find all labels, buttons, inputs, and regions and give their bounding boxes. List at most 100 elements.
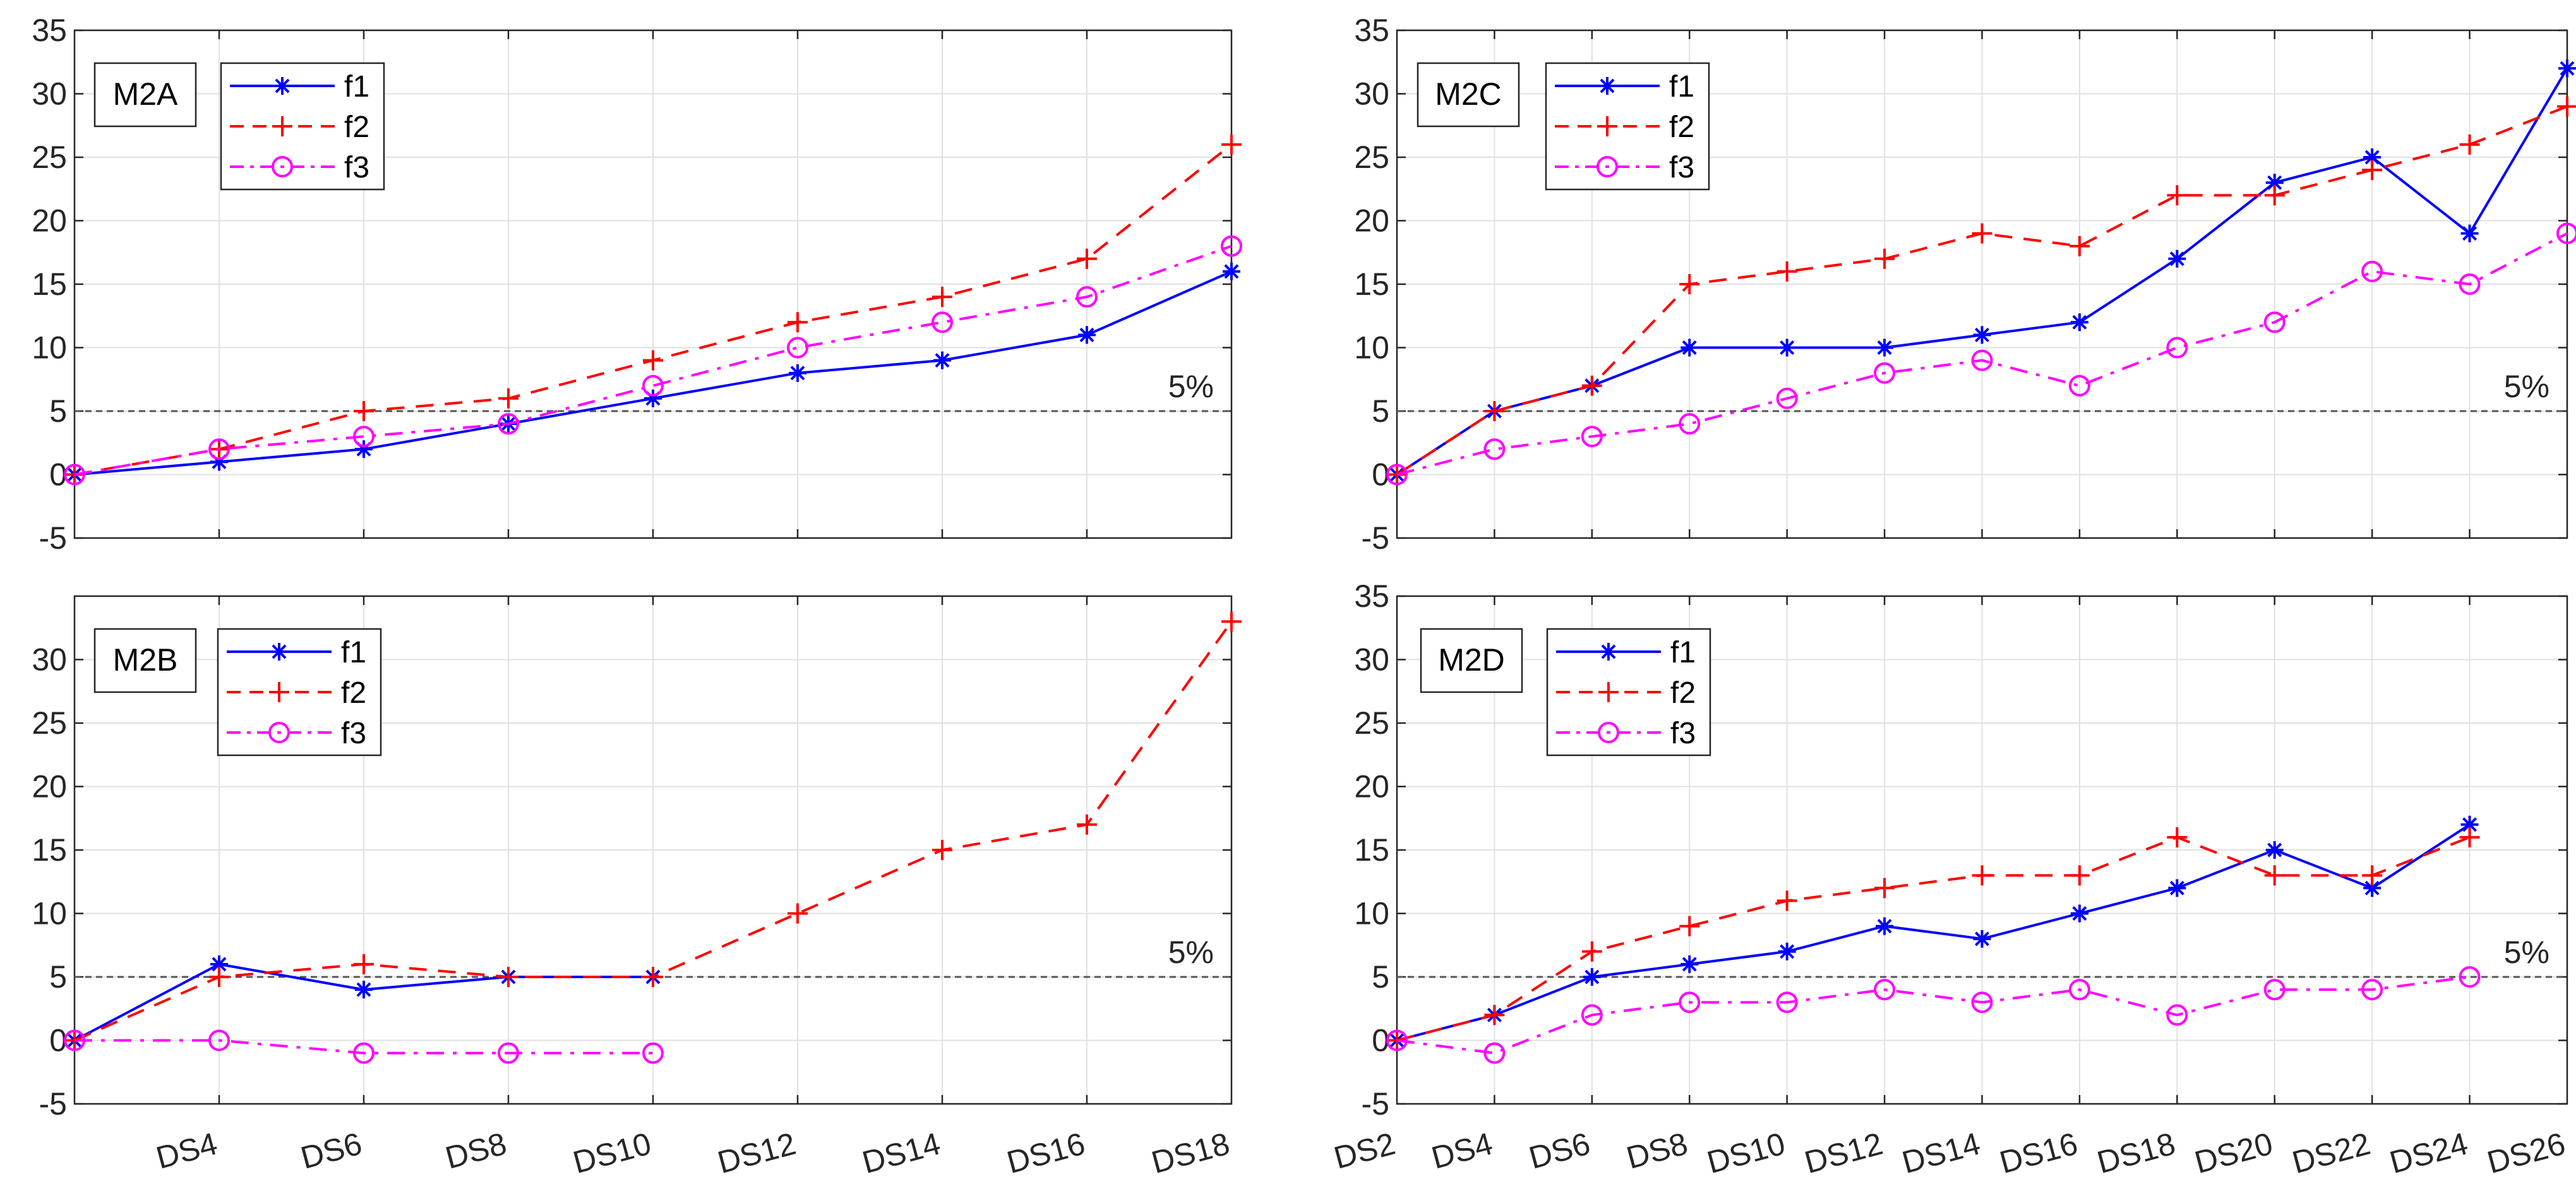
data-point-f3 (64, 1029, 85, 1051)
data-point-f2 (1972, 865, 1992, 886)
legend-marker-f3 (1597, 156, 1618, 177)
data-point-f1 (1973, 930, 1991, 948)
y-tick-label: 35 (32, 13, 67, 48)
data-point-f3 (1483, 438, 1506, 460)
data-point-f2 (2557, 96, 2576, 117)
panel-title: M2D (1438, 642, 1505, 678)
data-point-f3 (787, 337, 808, 359)
legend-label-f2: f2 (344, 111, 369, 144)
series-f3 (1386, 222, 2576, 486)
y-tick-label: 20 (32, 769, 67, 805)
data-point-f3 (1776, 991, 1798, 1014)
data-point-f1 (1583, 968, 1601, 986)
data-point-f1 (2070, 313, 2088, 332)
y-tick-label: 35 (1354, 578, 1389, 614)
data-point-f2 (2167, 827, 2188, 847)
data-point-f1 (2460, 815, 2479, 834)
data-point-f3 (353, 426, 374, 448)
data-point-f3 (1679, 413, 1701, 435)
data-point-f1 (2363, 879, 2381, 897)
data-point-f3 (1076, 286, 1098, 308)
series-line-f1 (1396, 823, 2471, 1042)
y-tick-label: 30 (1354, 76, 1389, 112)
y-tick-label: -5 (1362, 1086, 1389, 1122)
data-point-f3 (932, 311, 953, 333)
data-point-f1 (2070, 904, 2088, 923)
legend-marker-f2 (272, 116, 292, 136)
series-f2 (1387, 96, 2576, 485)
data-point-f2 (1581, 941, 1602, 962)
y-tick-label: 5 (49, 959, 67, 995)
y-tick-label: 15 (1354, 832, 1389, 868)
x-tick-label: DS4 (152, 1126, 220, 1176)
data-point-f1 (2265, 841, 2284, 859)
data-point-f1 (789, 364, 806, 382)
legend-marker-f1 (1600, 643, 1617, 661)
data-point-f2 (788, 903, 808, 924)
panel-title-box: M2D (1420, 628, 1523, 693)
data-point-f3 (1776, 387, 1798, 409)
legend-label-f1: f1 (1669, 70, 1694, 104)
data-point-f2 (1221, 134, 1242, 155)
data-point-f3 (498, 1042, 519, 1064)
panel-title-box: M2C (1417, 62, 1520, 128)
data-point-f2 (2264, 185, 2285, 206)
data-point-f3 (1874, 979, 1896, 1001)
data-point-f3 (208, 438, 230, 460)
x-tick-label: DS26 (2484, 1126, 2569, 1180)
data-point-f2 (643, 967, 663, 987)
series-line-f3 (1396, 232, 2568, 476)
data-point-f1 (1078, 326, 1096, 344)
legend: f1 f2 f3 (1545, 62, 1710, 191)
legend-marker-f3 (268, 722, 290, 743)
data-point-f1 (2558, 59, 2576, 78)
data-point-f2 (1077, 814, 1097, 835)
data-point-f1 (1223, 262, 1240, 280)
data-point-f2 (2069, 865, 2090, 886)
data-point-f2 (1484, 401, 1505, 421)
data-point-f3 (1971, 349, 1993, 371)
data-point-f3 (1679, 991, 1701, 1014)
title-box-frame (1420, 628, 1523, 693)
y-tick-label: 20 (32, 203, 67, 239)
data-point-f1 (355, 440, 373, 458)
series-f1 (1388, 815, 2479, 1050)
data-point-f2 (1679, 916, 1700, 937)
x-tick-label: DS18 (1148, 1126, 1233, 1180)
legend-marker-f3 (1598, 722, 1619, 743)
x-tick-label: DS6 (1525, 1126, 1593, 1176)
y-tick-label: 10 (1354, 330, 1389, 366)
y-tick-label: 30 (32, 642, 67, 678)
x-tick-label: DS2 (1330, 1126, 1398, 1176)
y-tick-label: 25 (1354, 705, 1389, 741)
reference-line-label: 5% (2504, 935, 2549, 970)
legend-marker-f3 (272, 156, 293, 177)
data-point-f3 (1221, 235, 1242, 257)
legend-label-f2: f2 (1669, 111, 1694, 144)
series-f3 (1386, 966, 2481, 1064)
y-tick-label: -5 (39, 520, 67, 556)
y-tick-label: 10 (1354, 896, 1389, 931)
data-point-f1 (1876, 917, 1894, 935)
panel-title-box: M2A (93, 62, 197, 128)
data-point-f2 (2362, 160, 2383, 181)
data-point-f2 (2167, 185, 2188, 206)
legend-label-f2: f2 (1670, 676, 1696, 710)
data-point-f3 (2556, 222, 2576, 244)
x-tick-label: DS8 (441, 1126, 510, 1176)
data-point-f3 (1874, 362, 1896, 384)
data-point-f2 (354, 401, 374, 421)
data-point-f1 (1876, 338, 1894, 357)
data-point-f3 (2263, 979, 2285, 1001)
y-tick-label: 35 (1354, 13, 1389, 48)
y-tick-label: 20 (1354, 769, 1389, 805)
data-point-f1 (2363, 148, 2381, 166)
data-point-f2 (1776, 890, 1797, 911)
y-tick-label: 10 (32, 330, 67, 366)
data-point-f3 (2166, 337, 2188, 359)
legend-label-f3: f3 (344, 151, 369, 184)
series-line-f3 (1396, 976, 2470, 1055)
